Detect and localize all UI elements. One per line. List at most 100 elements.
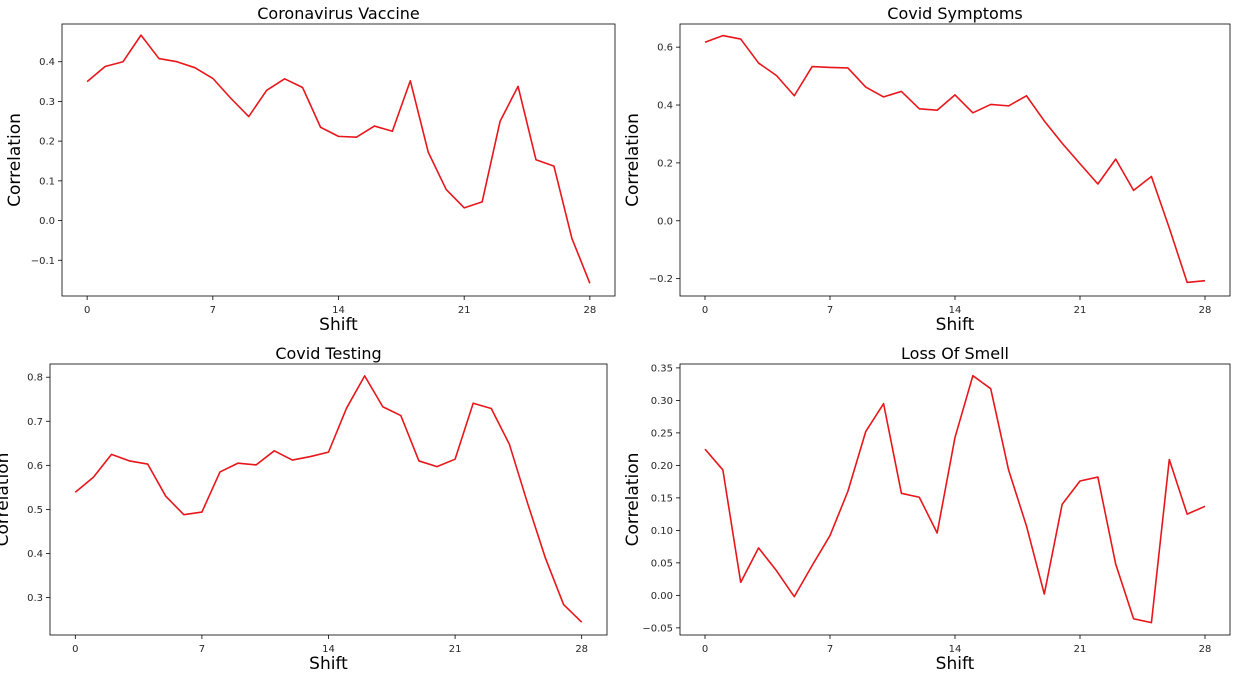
x-tick-label: 0 <box>84 305 90 316</box>
data-point <box>865 430 867 432</box>
x-tick-label: 21 <box>1074 644 1087 655</box>
data-point <box>722 469 724 471</box>
data-point <box>882 402 884 404</box>
x-tick-label: 7 <box>199 644 205 655</box>
data-point <box>104 65 106 67</box>
x-tick-label: 0 <box>702 644 708 655</box>
data-point <box>740 581 742 583</box>
plot-frame <box>49 363 608 636</box>
y-tick-label: 0.3 <box>39 97 55 108</box>
chart-title: Loss Of Smell <box>901 344 1009 363</box>
data-point <box>327 451 329 453</box>
data-point <box>283 78 285 80</box>
data-point <box>445 188 447 190</box>
x-tick-label: 14 <box>322 644 335 655</box>
data-point <box>373 125 375 127</box>
data-point <box>954 94 956 96</box>
data-point <box>811 65 813 67</box>
data-point <box>301 86 303 88</box>
x-tick-label: 21 <box>458 305 471 316</box>
data-point <box>255 464 257 466</box>
chart-panel-2: Covid Symptoms 0 7 14 21 28 −0.2 0.0 0.2 0.4 0.6 Sh… <box>623 4 1231 335</box>
data-point <box>201 511 203 513</box>
data-point <box>122 61 124 63</box>
chart-panel-3: Covid Testing 0 7 14 21 28 0.3 0.4 0.5 0.6 0.7 0.8 S… <box>0 344 608 674</box>
x-axis-label: Shift <box>936 654 975 674</box>
data-point <box>128 460 130 462</box>
plot-frame <box>679 23 1231 297</box>
data-point <box>291 459 293 461</box>
data-point <box>1168 458 1170 460</box>
data-point <box>535 159 537 161</box>
data-point <box>1025 95 1027 97</box>
y-tick-label: 0.05 <box>651 558 673 569</box>
data-point <box>363 375 365 377</box>
x-axis-label: Shift <box>319 315 358 335</box>
data-point <box>811 564 813 566</box>
y-tick-label: 0.8 <box>27 373 43 384</box>
data-point <box>194 66 196 68</box>
data-point <box>562 603 564 605</box>
data-point <box>382 406 384 408</box>
y-tick-label: 0.4 <box>657 101 673 112</box>
chart-title: Coronavirus Vaccine <box>257 4 420 23</box>
data-point <box>92 476 94 478</box>
data-point <box>829 534 831 536</box>
data-point <box>1150 621 1152 623</box>
y-tick-label: 0.15 <box>651 493 673 504</box>
data-point <box>704 41 706 43</box>
data-point <box>1204 505 1206 507</box>
y-tick-label: 0.4 <box>39 57 55 68</box>
data-point <box>319 126 321 128</box>
series-line <box>74 375 583 623</box>
data-point <box>757 547 759 549</box>
data-point <box>972 112 974 114</box>
data-point <box>517 85 519 87</box>
y-tick-label: 0.4 <box>27 549 43 560</box>
x-tick-label: 28 <box>1199 644 1212 655</box>
y-tick-label: 0.0 <box>657 216 673 227</box>
data-point <box>918 496 920 498</box>
y-axis-label: Correlation <box>623 453 643 547</box>
data-point <box>74 491 76 493</box>
x-tick-label: 28 <box>575 644 588 655</box>
x-tick-label: 0 <box>702 305 708 316</box>
data-point <box>337 135 339 137</box>
y-tick-label: 0.00 <box>651 591 673 602</box>
x-tick-label: 28 <box>583 305 596 316</box>
y-tick-label: 0.1 <box>39 176 55 187</box>
data-point <box>972 374 974 376</box>
y-tick-label: 0.0 <box>39 216 55 227</box>
data-point <box>847 67 849 69</box>
data-point <box>1097 183 1099 185</box>
data-point <box>508 443 510 445</box>
x-axis-label: Shift <box>309 654 348 674</box>
y-tick-label: 0.30 <box>651 396 673 407</box>
data-point <box>757 62 759 64</box>
data-point <box>865 86 867 88</box>
y-tick-label: 0.2 <box>39 137 55 148</box>
series-line <box>86 34 591 284</box>
data-point <box>900 492 902 494</box>
data-point <box>273 450 275 452</box>
data-point <box>1061 142 1063 144</box>
y-tick-label: 0.2 <box>657 158 673 169</box>
data-point <box>345 407 347 409</box>
data-point <box>309 455 311 457</box>
x-tick-label: 14 <box>332 305 345 316</box>
data-point <box>472 402 474 404</box>
data-point <box>936 532 938 534</box>
data-point <box>230 97 232 99</box>
y-tick-label: 0.25 <box>651 428 673 439</box>
y-tick-label: −0.2 <box>649 274 673 285</box>
data-point <box>990 387 992 389</box>
chart-panel-4: Loss Of Smell 0 7 14 21 28 −0.05 0.00 0.05 0.10 0.… <box>623 344 1231 674</box>
data-point <box>219 471 221 473</box>
chart-panel-1: Coronavirus Vaccine 0 7 14 21 28 −0.1 0.0 0.1 0.2… <box>5 4 616 335</box>
y-axis-label: Correlation <box>623 113 643 207</box>
data-point <box>847 490 849 492</box>
data-point <box>589 282 591 284</box>
data-point <box>237 462 239 464</box>
data-point <box>1025 525 1027 527</box>
data-point <box>1043 593 1045 595</box>
